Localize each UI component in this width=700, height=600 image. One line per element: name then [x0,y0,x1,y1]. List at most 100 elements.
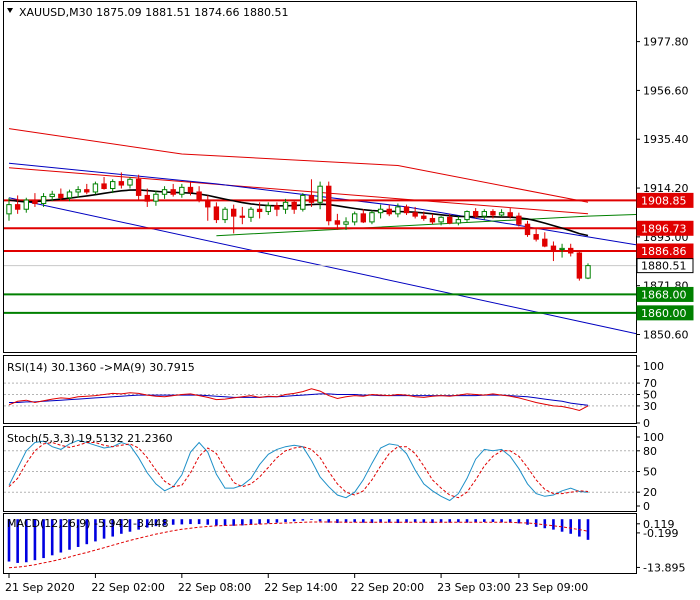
candle [75,186,81,198]
macd-histogram-bar [145,519,149,528]
candle-body [118,181,125,186]
candle [205,195,211,221]
macd-histogram-bar [379,519,382,523]
time-tick-label: 22 Sep 02:00 [91,581,164,594]
macd-histogram-bar [50,519,54,556]
candle [472,208,479,219]
price-tick-label: 1956.60 [643,84,689,97]
macd-histogram-bar [215,519,218,526]
candle [464,210,470,222]
candle [135,174,142,201]
candle-body [403,206,410,214]
candle [101,177,107,190]
upper-red-trendline [8,128,589,203]
macd-histogram-bar [370,519,374,524]
price-level-tag [636,220,694,236]
candle [334,213,341,230]
candle [161,186,168,199]
macd-histogram-bar [578,519,581,537]
candle-body [161,189,168,195]
stoch-tick-label: 80 [643,445,657,458]
macd-histogram-bar [197,519,201,525]
candle-body [533,234,539,240]
candle-body [248,208,254,218]
candle-body [377,208,384,214]
candle [507,208,513,219]
candle-body [66,191,73,199]
macd-histogram-bar [171,519,175,525]
macd-histogram-bar [474,519,477,523]
candle [118,172,125,189]
price-level-tag [636,192,694,208]
macd-histogram-bar [405,519,408,523]
macd-histogram-bar [76,519,80,547]
macd-histogram-bar [362,519,365,523]
stoch-tick-label: 100 [643,431,664,444]
candle-body [282,201,289,210]
candle-body [84,189,90,193]
macd-histogram-bar [552,519,555,530]
macd-histogram-bar [232,519,235,526]
candle-body [472,211,479,217]
macd-histogram-bar [16,519,19,563]
macd-histogram-bar [500,519,503,523]
candle [308,179,315,207]
candle [559,243,565,258]
macd-histogram-bar [120,519,123,534]
macd-histogram-bar [413,519,417,523]
macd-histogram-bar [422,519,426,523]
macd-histogram-bar [180,519,184,525]
candle-body [516,215,522,225]
candle-body [153,193,159,202]
candle-body [455,219,462,224]
candle-body [550,245,557,251]
macd-histogram-bar [327,519,331,523]
macd-histogram-bar [223,519,227,526]
candle-body [187,186,194,193]
stoch-tick-label: 50 [643,466,657,479]
candle [360,209,367,224]
macd-histogram-bar [431,519,434,524]
candle-body [101,183,107,190]
time-tick-label: 23 Sep 03:00 [437,581,510,594]
candle [576,250,583,281]
macd-histogram-bar [241,519,244,526]
candle-body [300,194,306,210]
stoch-tick-label: 0 [643,500,650,513]
time-tick-label: 22 Sep 14:00 [264,581,337,594]
candle [248,206,254,222]
lower-blue-channel-line [8,197,637,335]
candle [550,241,557,262]
price-tick-label: 1850.60 [643,329,689,342]
macd-histogram-bar [111,519,115,537]
price-level-tag [636,258,694,274]
candle [377,204,384,219]
candle [351,211,358,226]
macd-histogram-bar [33,519,37,561]
macd-histogram-bar [128,519,132,532]
candle [412,206,418,219]
candle [84,183,90,195]
moving-average-line [8,189,589,237]
candle [317,181,323,210]
macd-histogram-bar [189,519,192,525]
candle [455,216,462,226]
candle-body [490,211,496,216]
candle [524,220,531,237]
macd-histogram-bar [154,519,158,527]
candle-body [110,181,116,190]
symbol-dropdown-icon[interactable] [7,8,13,13]
macd-histogram-bar [517,519,521,524]
rsi-tick-label: 50 [643,389,657,402]
candle [14,195,21,214]
rsi-pane-frame [3,355,637,424]
candle-body [213,206,220,221]
candle [533,227,539,242]
candle [429,213,436,225]
macd-histogram-bar [258,519,261,525]
candle-body [351,213,358,223]
macd-histogram-bar [569,519,573,534]
macd-histogram-bar [249,519,253,525]
